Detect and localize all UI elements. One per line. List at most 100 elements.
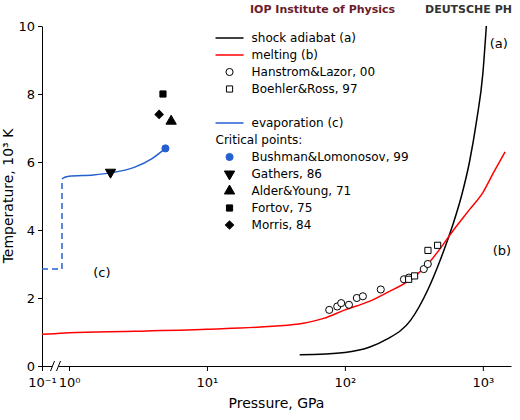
legend-swatch xyxy=(225,221,233,229)
y-tick-mark xyxy=(38,230,42,231)
data-point xyxy=(411,273,417,279)
y-tick-label: 8 xyxy=(27,87,35,102)
x-tick-mark xyxy=(345,366,346,371)
y-tick-label: 10 xyxy=(18,19,35,34)
x-tick-label: 10² xyxy=(335,375,357,390)
legend-label: Fortov, 75 xyxy=(252,201,313,215)
data-point xyxy=(424,260,431,267)
y-tick-label: 2 xyxy=(27,291,35,306)
axis-break xyxy=(51,361,61,371)
y-tick-mark xyxy=(38,298,42,299)
y-axis: 0 2 4 6 8 10 xyxy=(18,19,42,374)
legend-entry: Boehler&Ross, 97 xyxy=(226,82,357,96)
data-point xyxy=(406,276,412,282)
series-line xyxy=(42,179,62,269)
x-tick: 10⁰ xyxy=(59,366,81,390)
legend-swatch xyxy=(216,54,244,56)
legend-label: shock adiabat (a) xyxy=(252,31,356,45)
x-tick-label: 10⁻¹ xyxy=(28,375,57,390)
legend-swatch xyxy=(224,185,234,194)
y-axis-line xyxy=(42,27,43,367)
x-tick-label: 10³ xyxy=(472,375,494,390)
y-tick: 6 xyxy=(27,155,42,170)
data-point xyxy=(326,306,333,313)
y-tick-label: 4 xyxy=(27,223,35,238)
chart-container: IOP Institute of PhysicsDEUTSCHE PH10⁻¹1… xyxy=(0,0,520,420)
x-tick: 10³ xyxy=(472,366,494,390)
data-point xyxy=(166,115,176,124)
data-point xyxy=(425,247,431,253)
y-axis-title: Temperature, 10³ K xyxy=(0,128,16,264)
legend-swatch xyxy=(226,68,233,75)
legend: shock adiabat (a) melting (b) Hanstrom&Laz… xyxy=(216,31,409,232)
axis-break-stroke xyxy=(57,361,61,371)
chart-svg: IOP Institute of PhysicsDEUTSCHE PH10⁻¹1… xyxy=(0,0,520,420)
y-tick: 10 xyxy=(18,19,42,34)
x-tick-label: 10⁰ xyxy=(59,375,81,390)
data-point xyxy=(435,242,441,248)
legend-swatch xyxy=(224,171,234,180)
axis-break-stroke xyxy=(51,361,55,371)
legend-entry: Gathers, 86 xyxy=(224,167,322,181)
legend-entry: Alder&Young, 71 xyxy=(224,184,351,198)
series-line xyxy=(42,152,505,335)
x-tick-mark xyxy=(207,366,208,371)
header-text: DEUTSCHE PH xyxy=(425,3,512,16)
legend-label: Bushman&Lomonosov, 99 xyxy=(252,150,409,164)
annotation: (c) xyxy=(93,265,110,280)
x-tick: 10² xyxy=(335,366,357,390)
x-tick-mark xyxy=(483,366,484,371)
legend-entry: Fortov, 75 xyxy=(226,201,312,215)
data-point xyxy=(155,110,163,118)
x-axis: 10⁻¹10⁰ 10¹ 10² 10³ xyxy=(28,366,511,390)
legend-swatch xyxy=(216,122,244,124)
data-point xyxy=(160,91,166,97)
legend-swatch xyxy=(216,37,244,39)
legend-entry: evaporation (c) xyxy=(216,116,344,130)
y-tick-mark xyxy=(38,26,42,27)
header-text: IOP Institute of Physics xyxy=(250,3,396,16)
data-point xyxy=(359,293,366,300)
y-tick-mark xyxy=(38,366,42,367)
y-tick: 4 xyxy=(27,223,42,238)
legend-entry: Hanstrom&Lazor, 00 xyxy=(226,65,375,79)
legend-label: Morris, 84 xyxy=(252,218,312,232)
data-point xyxy=(345,301,352,308)
legend-entry: Bushman&Lomonosov, 99 xyxy=(226,150,409,164)
y-tick-mark xyxy=(38,162,42,163)
plot: 10⁻¹10⁰ 10¹ 10² 10³ 0 2 4 6 8 10 Pressure, GPa Temp… xyxy=(0,19,512,411)
legend-label: Boehler&Ross, 97 xyxy=(252,82,358,96)
x-axis-title: Pressure, GPa xyxy=(229,395,325,411)
legend-entry: melting (b) xyxy=(216,48,318,62)
legend-label: evaporation (c) xyxy=(252,116,344,130)
annotation: (b) xyxy=(493,243,511,258)
data-point xyxy=(105,169,115,178)
legend-entry: shock adiabat (a) xyxy=(216,31,356,45)
x-tick-mark xyxy=(42,366,43,371)
y-tick: 2 xyxy=(27,291,42,306)
y-tick: 0 xyxy=(27,359,42,374)
y-tick-label: 6 xyxy=(27,155,35,170)
legend-label: Gathers, 86 xyxy=(252,167,322,181)
annotation: (a) xyxy=(490,36,508,51)
data-point xyxy=(162,145,169,152)
legend-swatch xyxy=(226,153,233,160)
legend-heading: Critical points: xyxy=(216,133,303,147)
x-tick: 10¹ xyxy=(197,366,219,390)
legend-label: melting (b) xyxy=(252,48,318,62)
y-tick-mark xyxy=(38,94,42,95)
series-line xyxy=(62,148,165,179)
legend-swatch xyxy=(226,205,232,211)
y-tick: 8 xyxy=(27,87,42,102)
data-point xyxy=(338,300,345,307)
data-point xyxy=(377,286,384,293)
x-axis-line xyxy=(43,366,512,367)
legend-entry: Morris, 84 xyxy=(225,218,311,232)
legend-label: Hanstrom&Lazor, 00 xyxy=(252,65,376,79)
x-tick-label: 10¹ xyxy=(197,375,219,390)
marks xyxy=(42,26,505,355)
header: IOP Institute of Physics DEUTSCHE PH xyxy=(250,3,512,16)
legend-label: Alder&Young, 71 xyxy=(252,184,352,198)
y-tick-label: 0 xyxy=(27,359,35,374)
legend-swatch xyxy=(226,86,232,92)
